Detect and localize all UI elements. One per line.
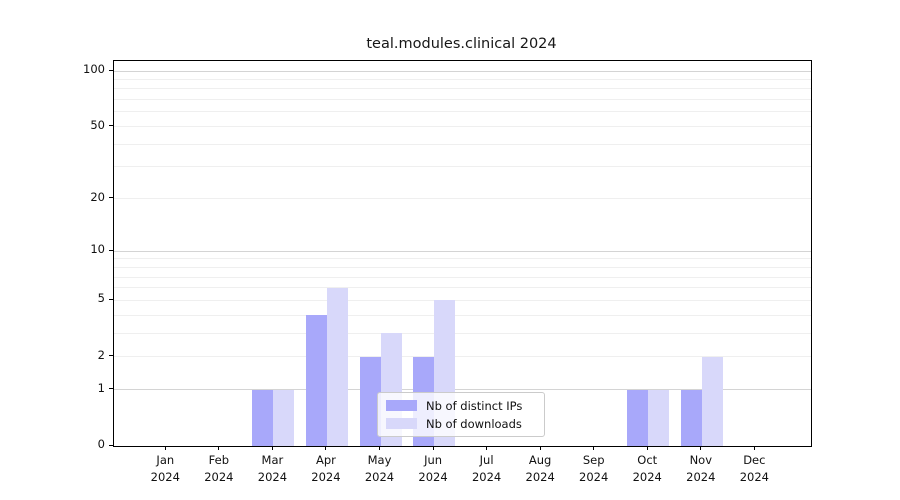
- x-tick-label: Feb 2024: [204, 453, 234, 484]
- minor-gridline: [114, 88, 811, 90]
- y-tick-label: 5: [97, 291, 105, 306]
- x-tick: [486, 446, 488, 450]
- bar-nb-of-downloads: [273, 389, 295, 446]
- y-tick: [109, 125, 113, 127]
- y-tick-label: 100: [83, 62, 105, 76]
- bar-nb-of-distinct-ips: [305, 315, 327, 446]
- x-tick-label: May 2024: [364, 453, 395, 484]
- minor-gridline: [114, 111, 811, 113]
- x-tick-label: Dec 2024: [739, 453, 769, 484]
- x-tick-label: Aug 2024: [525, 453, 555, 484]
- y-tick-label: 10: [90, 242, 105, 257]
- x-tick-label: Sep 2024: [579, 453, 609, 484]
- plot-area: [113, 60, 812, 447]
- x-tick-label: Mar 2024: [257, 453, 288, 484]
- major-gridline: [114, 389, 811, 391]
- minor-gridline: [114, 287, 811, 289]
- legend-label: Nb of downloads: [426, 416, 522, 431]
- x-tick-label: Jul 2024: [471, 453, 502, 484]
- y-tick: [109, 69, 113, 71]
- x-tick-label: Jan 2024: [150, 453, 180, 484]
- y-tick-label: 50: [90, 117, 105, 132]
- legend: Nb of distinct IPs Nb of downloads: [377, 392, 545, 437]
- minor-gridline: [114, 276, 811, 278]
- minor-gridline: [114, 166, 811, 168]
- y-tick-label: 2: [97, 347, 105, 362]
- x-tick-label: Jun 2024: [418, 453, 448, 484]
- legend-label: Nb of distinct IPs: [426, 398, 523, 413]
- major-gridline: [114, 250, 811, 252]
- x-tick: [539, 446, 541, 450]
- x-tick: [593, 446, 595, 450]
- y-tick: [109, 298, 113, 300]
- minor-gridline: [114, 258, 811, 260]
- minor-gridline: [114, 143, 811, 145]
- legend-swatch: [386, 400, 417, 411]
- y-tick-label: 20: [90, 189, 105, 204]
- x-tick: [325, 446, 327, 450]
- legend-swatch: [386, 418, 417, 429]
- bar-nb-of-distinct-ips: [680, 389, 702, 446]
- minor-gridline: [114, 356, 811, 358]
- minor-gridline: [114, 299, 811, 301]
- x-tick: [646, 446, 648, 450]
- minor-gridline: [114, 126, 811, 128]
- x-tick: [379, 446, 380, 450]
- x-tick: [271, 446, 273, 450]
- y-tick: [109, 388, 113, 390]
- legend-row: Nb of distinct IPs: [386, 399, 544, 413]
- y-tick-label: 0: [97, 437, 105, 451]
- minor-gridline: [114, 266, 811, 268]
- minor-gridline: [114, 78, 811, 80]
- x-tick: [700, 446, 702, 450]
- y-tick: [109, 355, 113, 357]
- minor-gridline: [114, 99, 811, 101]
- minor-gridline: [114, 332, 811, 334]
- x-tick: [164, 446, 166, 450]
- x-tick-label: Nov 2024: [686, 453, 716, 484]
- y-tick: [109, 444, 113, 446]
- x-tick-label: Apr 2024: [311, 453, 341, 484]
- chart-title: teal.modules.clinical 2024: [366, 36, 557, 52]
- y-tick: [109, 249, 113, 251]
- y-tick-label: 1: [97, 380, 105, 395]
- minor-gridline: [114, 314, 811, 316]
- bar-nb-of-distinct-ips: [627, 389, 649, 446]
- x-tick: [432, 446, 434, 450]
- minor-gridline: [114, 198, 811, 200]
- bar-nb-of-downloads: [648, 389, 670, 446]
- x-tick: [218, 446, 220, 450]
- y-tick: [109, 197, 113, 199]
- bar-nb-of-distinct-ips: [359, 356, 381, 446]
- bar-nb-of-downloads: [701, 356, 723, 446]
- x-tick-label: Oct 2024: [632, 453, 662, 484]
- major-gridline: [114, 70, 811, 72]
- bar-nb-of-distinct-ips: [252, 389, 274, 446]
- bar-nb-of-downloads: [326, 287, 348, 446]
- x-tick: [753, 446, 755, 450]
- legend-row: Nb of downloads: [386, 417, 544, 431]
